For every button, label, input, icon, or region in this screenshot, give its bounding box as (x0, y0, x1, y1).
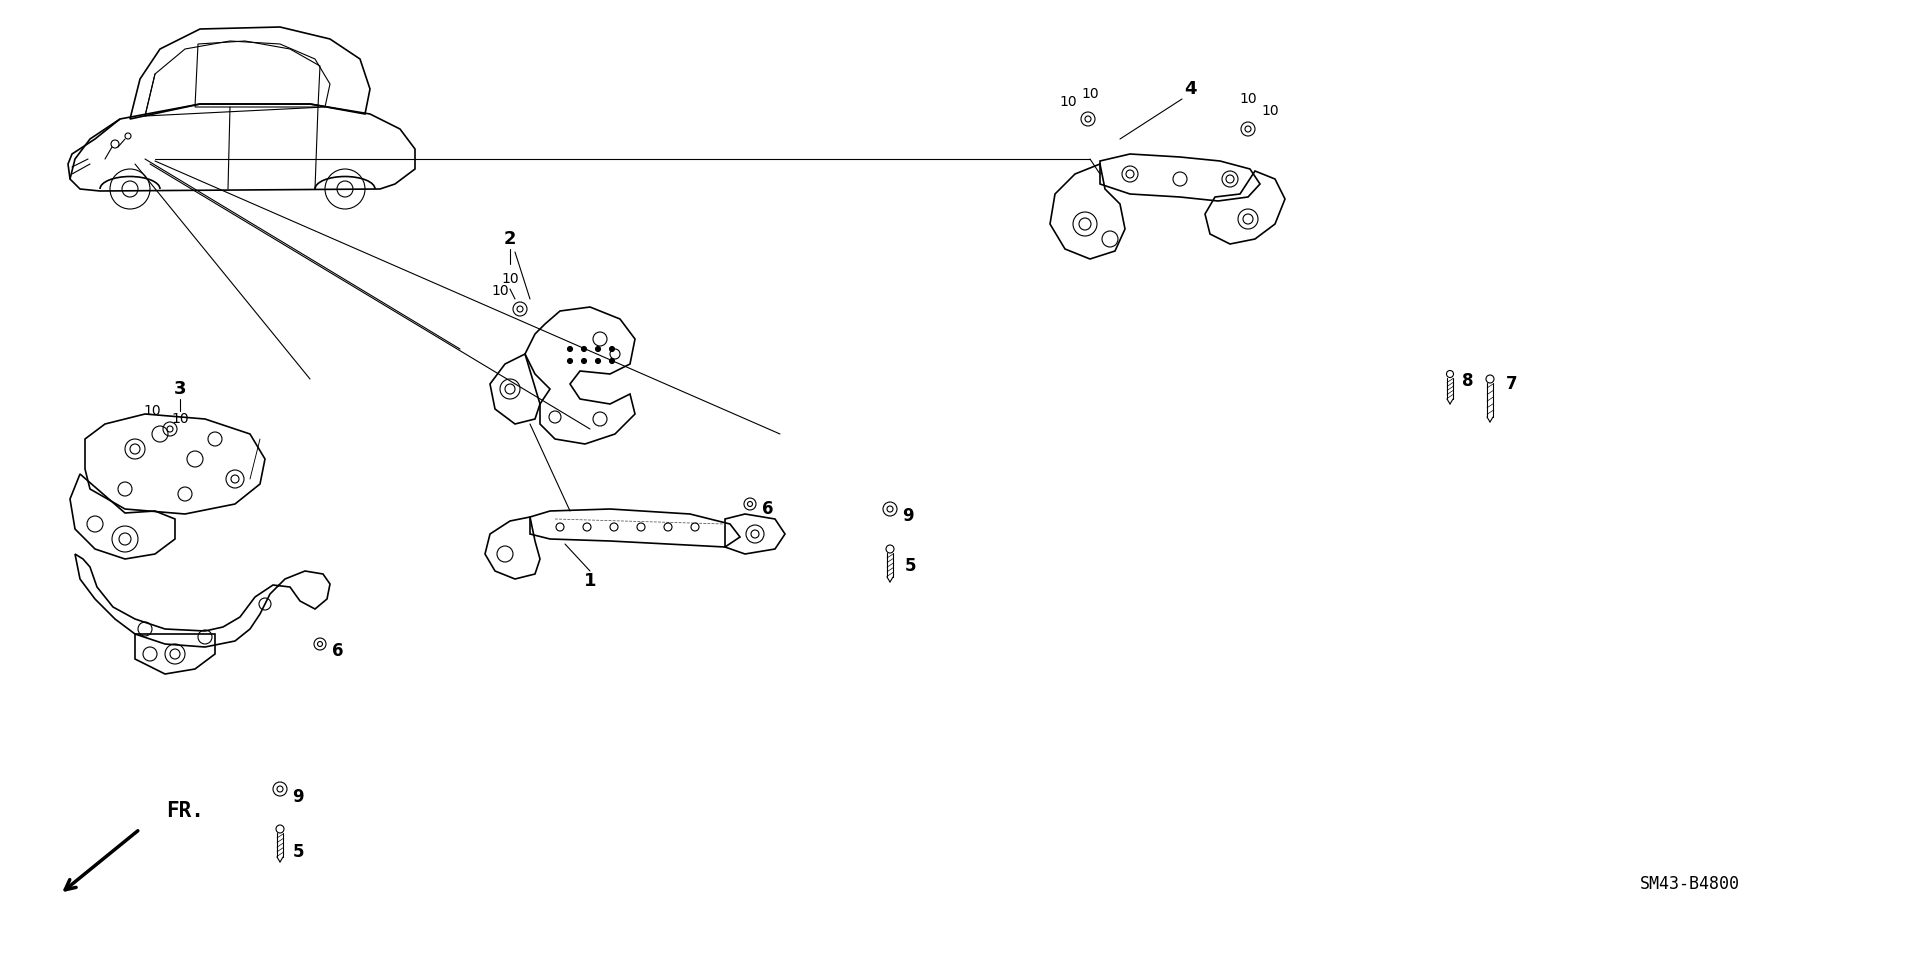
Text: 10: 10 (171, 412, 188, 426)
Text: SM43-B4800: SM43-B4800 (1640, 875, 1740, 893)
Text: 10: 10 (1060, 95, 1077, 109)
Circle shape (609, 346, 614, 352)
Text: 10: 10 (1261, 104, 1279, 118)
Circle shape (595, 346, 601, 352)
Text: 2: 2 (503, 230, 516, 248)
Circle shape (582, 359, 586, 363)
Text: 10: 10 (144, 404, 161, 418)
Text: 5: 5 (904, 557, 916, 575)
Circle shape (582, 346, 586, 352)
Text: 10: 10 (501, 272, 518, 286)
Text: 7: 7 (1505, 375, 1519, 393)
Circle shape (568, 359, 572, 363)
Text: 6: 6 (762, 500, 774, 518)
Text: 1: 1 (584, 572, 597, 590)
Text: 8: 8 (1463, 372, 1475, 390)
Text: 6: 6 (332, 642, 344, 660)
Text: 3: 3 (173, 380, 186, 398)
Circle shape (568, 346, 572, 352)
Circle shape (609, 359, 614, 363)
Text: 10: 10 (1238, 92, 1258, 106)
Circle shape (595, 359, 601, 363)
Text: FR.: FR. (165, 801, 204, 821)
Text: 10: 10 (492, 284, 509, 298)
Text: 4: 4 (1185, 80, 1196, 98)
Text: 9: 9 (902, 507, 914, 525)
Text: 9: 9 (292, 788, 303, 806)
Text: 10: 10 (1081, 87, 1098, 101)
Text: 5: 5 (292, 843, 303, 861)
